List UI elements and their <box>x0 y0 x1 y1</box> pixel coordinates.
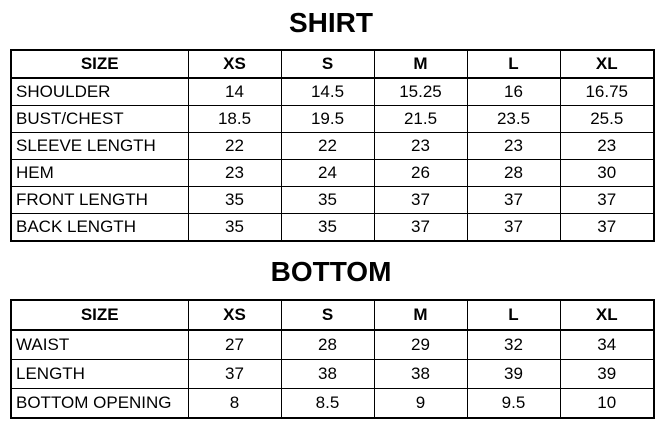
cell: 8 <box>187 388 282 419</box>
cell: 38 <box>280 359 375 389</box>
table-row-back-length: BACK LENGTH 35 35 37 37 37 <box>10 213 655 242</box>
cell: 35 <box>280 186 375 214</box>
column-header-m: M <box>373 49 468 79</box>
row-label: BOTTOM OPENING <box>10 388 189 419</box>
shirt-section-title: SHIRT <box>289 7 373 38</box>
bottom-section-title: BOTTOM <box>270 256 392 287</box>
column-header-xs: XS <box>187 299 282 331</box>
table-row-bottom-opening: BOTTOM OPENING 8 8.5 9 9.5 10 <box>10 388 655 419</box>
cell: 9 <box>373 388 468 419</box>
row-label: LENGTH <box>10 359 189 389</box>
column-header-l: L <box>466 299 561 331</box>
cell: 21.5 <box>373 105 468 133</box>
cell: 35 <box>187 213 282 242</box>
cell: 35 <box>280 213 375 242</box>
cell: 37 <box>466 186 561 214</box>
table-row-hem: HEM 23 24 26 28 30 <box>10 159 655 187</box>
cell: 19.5 <box>280 105 375 133</box>
cell: 22 <box>187 132 282 160</box>
cell: 14.5 <box>280 77 375 106</box>
bottom-header-row: SIZE XS S M L XL <box>10 299 655 331</box>
row-label: SHOULDER <box>10 77 189 106</box>
cell: 16.75 <box>559 77 655 106</box>
column-header-size: SIZE <box>10 49 189 79</box>
cell: 27 <box>187 329 282 360</box>
cell: 18.5 <box>187 105 282 133</box>
table-row-shoulder: SHOULDER 14 14.5 15.25 16 16.75 <box>10 77 655 106</box>
table-row-bust-chest: BUST/CHEST 18.5 19.5 21.5 23.5 25.5 <box>10 105 655 133</box>
column-header-m: M <box>373 299 468 331</box>
cell: 25.5 <box>559 105 655 133</box>
cell: 8.5 <box>280 388 375 419</box>
cell: 14 <box>187 77 282 106</box>
table-row-front-length: FRONT LENGTH 35 35 37 37 37 <box>10 186 655 214</box>
column-header-size: SIZE <box>10 299 189 331</box>
row-label: FRONT LENGTH <box>10 186 189 214</box>
bottom-size-table: SIZE XS S M L XL WAIST 27 28 29 32 34 LE… <box>10 299 655 419</box>
cell: 37 <box>466 213 561 242</box>
cell: 15.25 <box>373 77 468 106</box>
shirt-size-table: SIZE XS S M L XL SHOULDER 14 14.5 15.25 … <box>10 49 655 242</box>
column-header-l: L <box>466 49 561 79</box>
cell: 9.5 <box>466 388 561 419</box>
column-header-s: S <box>280 299 375 331</box>
row-label: WAIST <box>10 329 189 360</box>
cell: 29 <box>373 329 468 360</box>
row-label: BACK LENGTH <box>10 213 189 242</box>
cell: 16 <box>466 77 561 106</box>
column-header-xl: XL <box>559 49 655 79</box>
cell: 39 <box>466 359 561 389</box>
cell: 37 <box>559 213 655 242</box>
cell: 32 <box>466 329 561 360</box>
cell: 24 <box>280 159 375 187</box>
cell: 30 <box>559 159 655 187</box>
cell: 10 <box>559 388 655 419</box>
column-header-s: S <box>280 49 375 79</box>
column-header-xs: XS <box>187 49 282 79</box>
size-chart-page: SHIRT SIZE XS S M L XL SHOULDER 14 14.5 … <box>0 6 662 419</box>
cell: 23 <box>466 132 561 160</box>
row-label: SLEEVE LENGTH <box>10 132 189 160</box>
cell: 26 <box>373 159 468 187</box>
table-row-sleeve-length: SLEEVE LENGTH 22 22 23 23 23 <box>10 132 655 160</box>
shirt-header-row: SIZE XS S M L XL <box>10 49 655 79</box>
cell: 28 <box>280 329 375 360</box>
cell: 37 <box>373 186 468 214</box>
cell: 39 <box>559 359 655 389</box>
cell: 28 <box>466 159 561 187</box>
row-label: HEM <box>10 159 189 187</box>
cell: 38 <box>373 359 468 389</box>
cell: 22 <box>280 132 375 160</box>
column-header-xl: XL <box>559 299 655 331</box>
row-label: BUST/CHEST <box>10 105 189 133</box>
cell: 35 <box>187 186 282 214</box>
cell: 34 <box>559 329 655 360</box>
cell: 37 <box>559 186 655 214</box>
cell: 23 <box>373 132 468 160</box>
cell: 23 <box>187 159 282 187</box>
cell: 37 <box>187 359 282 389</box>
table-row-length: LENGTH 37 38 38 39 39 <box>10 359 655 389</box>
cell: 37 <box>373 213 468 242</box>
cell: 23.5 <box>466 105 561 133</box>
cell: 23 <box>559 132 655 160</box>
table-row-waist: WAIST 27 28 29 32 34 <box>10 329 655 360</box>
